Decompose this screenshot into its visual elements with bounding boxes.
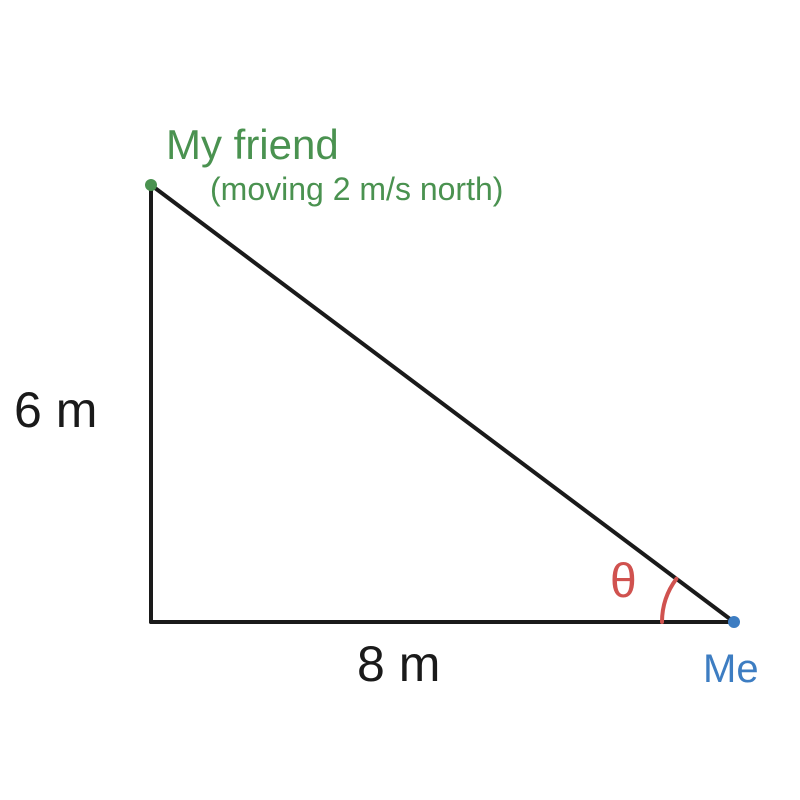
horizontal-side-label: 8 m (357, 636, 441, 692)
angle-arc (660, 576, 679, 624)
friend-motion-note: (moving 2 m/s north) (210, 171, 504, 207)
vertical-side-label: 6 m (14, 382, 98, 438)
me-point (728, 616, 740, 628)
me-label: Me (703, 647, 759, 691)
friend-point (145, 179, 157, 191)
friend-label: My friend (166, 121, 339, 168)
hypotenuse-line (149, 183, 736, 624)
angle-label: θ (610, 555, 637, 608)
